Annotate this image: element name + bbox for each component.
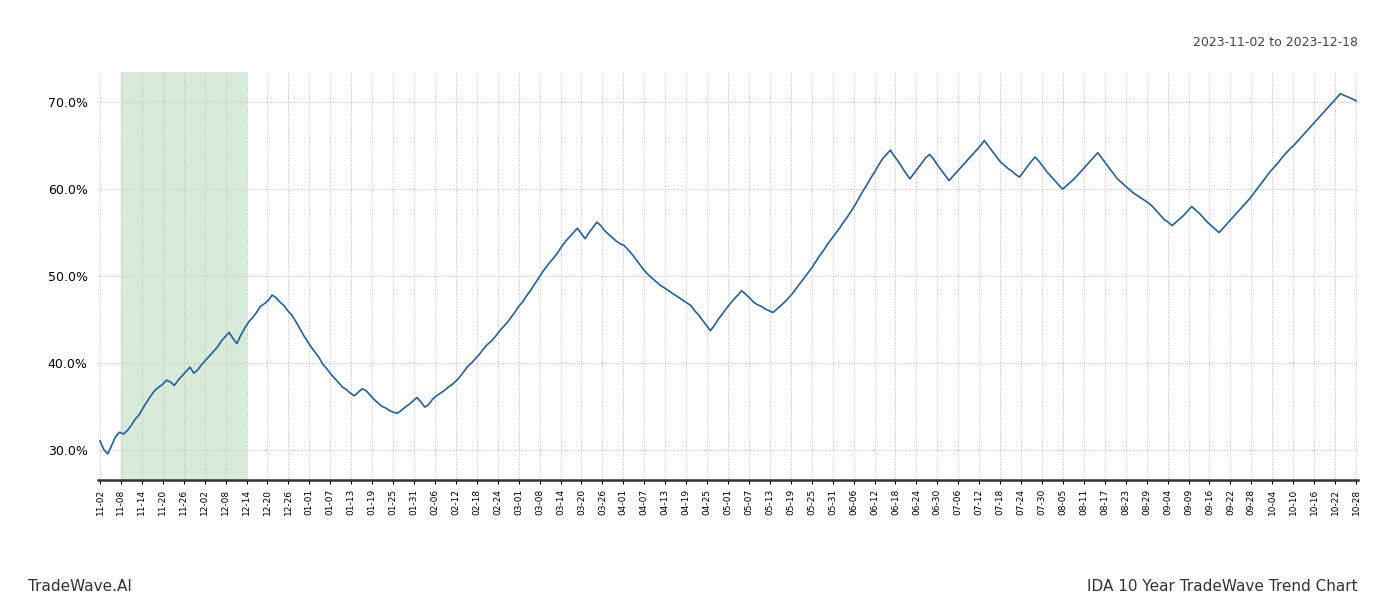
Text: TradeWave.AI: TradeWave.AI (28, 579, 132, 594)
Text: IDA 10 Year TradeWave Trend Chart: IDA 10 Year TradeWave Trend Chart (1088, 579, 1358, 594)
Text: 2023-11-02 to 2023-12-18: 2023-11-02 to 2023-12-18 (1193, 36, 1358, 49)
Bar (120, 72, 246, 480)
